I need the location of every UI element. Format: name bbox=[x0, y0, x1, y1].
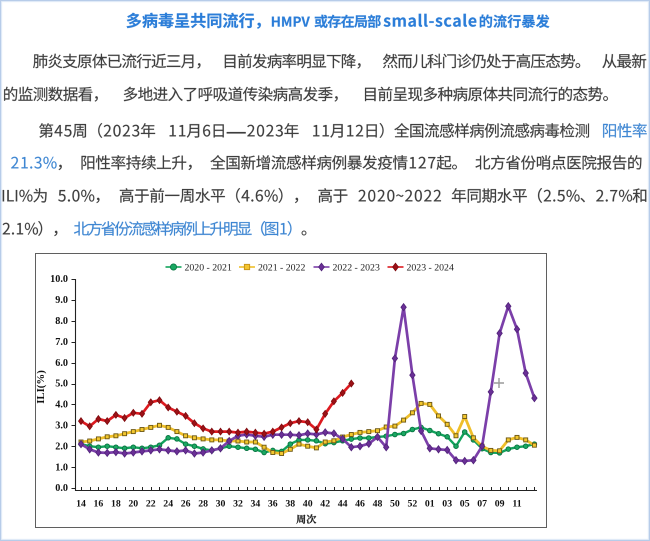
svg-text:50: 50 bbox=[390, 499, 400, 510]
svg-text:09: 09 bbox=[495, 499, 505, 510]
svg-text:2.0: 2.0 bbox=[55, 441, 68, 452]
svg-text:30: 30 bbox=[216, 499, 226, 510]
svg-text:28: 28 bbox=[198, 499, 208, 510]
svg-text:52: 52 bbox=[408, 499, 418, 510]
svg-text:2022 - 2023: 2022 - 2023 bbox=[333, 262, 380, 273]
svg-text:24: 24 bbox=[163, 499, 173, 510]
svg-text:2020 - 2021: 2020 - 2021 bbox=[185, 262, 232, 273]
svg-text:44: 44 bbox=[338, 499, 348, 510]
svg-text:36: 36 bbox=[268, 499, 278, 510]
svg-text:48: 48 bbox=[373, 499, 383, 510]
svg-text:16: 16 bbox=[94, 499, 104, 510]
svg-text:1.0: 1.0 bbox=[55, 462, 68, 473]
svg-text:46: 46 bbox=[355, 499, 365, 510]
svg-text:26: 26 bbox=[181, 499, 191, 510]
svg-text:38: 38 bbox=[285, 499, 295, 510]
svg-text:9.0: 9.0 bbox=[55, 295, 68, 306]
svg-text:20: 20 bbox=[128, 499, 138, 510]
svg-text:2021 - 2022: 2021 - 2022 bbox=[258, 262, 305, 273]
svg-text:6.0: 6.0 bbox=[55, 358, 68, 369]
svg-text:4.0: 4.0 bbox=[55, 400, 68, 411]
svg-text:8.0: 8.0 bbox=[55, 316, 68, 327]
svg-text:07: 07 bbox=[477, 499, 487, 510]
svg-text:40: 40 bbox=[303, 499, 313, 510]
svg-text:22: 22 bbox=[146, 499, 156, 510]
svg-text:14: 14 bbox=[76, 499, 86, 510]
svg-text:05: 05 bbox=[460, 499, 470, 510]
svg-text:0.0: 0.0 bbox=[55, 483, 68, 494]
svg-text:3.0: 3.0 bbox=[55, 421, 68, 432]
svg-text:7.0: 7.0 bbox=[55, 337, 68, 348]
svg-text:10.0: 10.0 bbox=[50, 274, 68, 285]
svg-text:32: 32 bbox=[233, 499, 243, 510]
svg-text:5.0: 5.0 bbox=[55, 379, 68, 390]
svg-text:03: 03 bbox=[442, 499, 452, 510]
svg-text:42: 42 bbox=[320, 499, 330, 510]
svg-text:01: 01 bbox=[425, 499, 435, 510]
svg-text:18: 18 bbox=[111, 499, 121, 510]
svg-text:2023 - 2024: 2023 - 2024 bbox=[407, 262, 454, 273]
svg-text:11: 11 bbox=[512, 499, 521, 510]
svg-text:ILI(%): ILI(%) bbox=[35, 370, 47, 404]
svg-text:34: 34 bbox=[251, 499, 261, 510]
